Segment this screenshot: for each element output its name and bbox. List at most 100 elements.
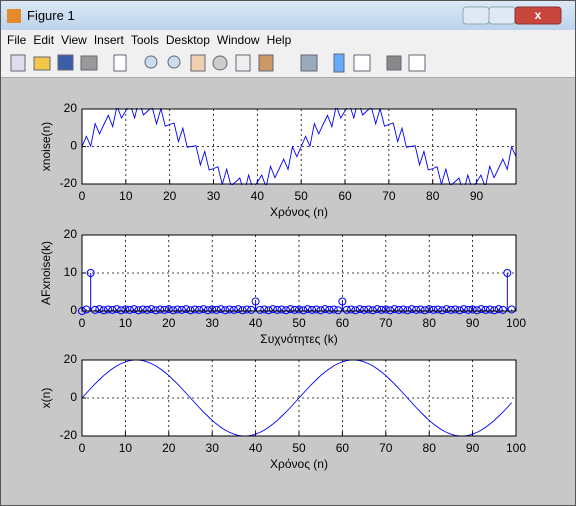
y-tick-label: 0 — [70, 303, 77, 317]
data-line — [82, 359, 512, 437]
stem-marker — [420, 306, 429, 315]
stem-marker — [472, 306, 481, 315]
stem-marker — [203, 306, 212, 315]
stem-marker — [190, 305, 199, 314]
stem-marker — [295, 305, 303, 314]
stem-marker — [329, 305, 338, 314]
stem-marker — [199, 305, 208, 314]
stem-marker — [91, 305, 100, 314]
stem-marker — [403, 306, 412, 315]
stem-marker — [290, 305, 299, 314]
x-tick-label: 60 — [336, 316, 350, 330]
menu-item[interactable]: File — [7, 32, 27, 47]
stem-marker — [234, 305, 243, 314]
x-tick-label: 40 — [249, 316, 263, 330]
y-tick-label: -20 — [60, 428, 78, 442]
stem-marker — [351, 306, 360, 315]
stem-marker — [99, 306, 108, 315]
stem-marker — [373, 305, 382, 314]
stem-marker — [229, 305, 238, 314]
axes-box — [81, 359, 517, 437]
stem-marker — [503, 269, 512, 277]
x-tick-label: 70 — [382, 189, 396, 203]
stem-marker — [425, 305, 434, 314]
x-tick-label: 50 — [292, 316, 306, 330]
stem-marker — [494, 305, 503, 314]
y-tick-label: 20 — [64, 227, 78, 241]
stem-marker — [299, 306, 308, 315]
x-axis-label: Χρόνος (n) — [270, 205, 328, 219]
stem-marker — [164, 305, 173, 314]
menu-item[interactable]: Desktop — [165, 32, 210, 47]
stem-marker — [286, 305, 295, 314]
x-tick-label: 60 — [336, 441, 350, 455]
title-bar: Figure 1 x — [1, 1, 575, 30]
stem-marker — [312, 305, 321, 314]
axes-box — [81, 108, 517, 185]
stem-marker — [212, 305, 221, 314]
window-controls[interactable]: x — [461, 5, 571, 27]
app-icon — [7, 8, 21, 23]
stem-marker — [281, 306, 290, 315]
stem-marker — [238, 306, 247, 315]
stem-marker — [325, 305, 334, 314]
stem-marker — [95, 305, 104, 314]
menu-item[interactable]: Help — [266, 32, 292, 47]
stem-marker — [147, 305, 156, 314]
stem-marker — [177, 305, 186, 314]
stem-marker — [490, 306, 499, 315]
menu-item[interactable]: Insert — [93, 32, 124, 47]
stem-marker — [368, 306, 377, 315]
stem-marker — [225, 305, 234, 314]
stem-marker — [169, 306, 178, 315]
stem-marker — [464, 305, 473, 314]
stem-marker — [264, 306, 273, 315]
menu-item[interactable]: Tools — [130, 32, 159, 47]
menu-item[interactable]: Edit — [33, 32, 55, 47]
y-tick-label: 10 — [64, 265, 78, 279]
stem-marker — [355, 305, 364, 314]
stem-marker — [377, 305, 386, 314]
stem-marker — [507, 305, 516, 314]
x-tick-label: 10 — [119, 316, 133, 330]
x-tick-label: 10 — [119, 189, 133, 203]
stem-marker — [442, 305, 451, 314]
stem-marker — [360, 305, 369, 314]
menu-bar: File Edit View Insert Tools Desktop Window Help — [1, 30, 575, 49]
stem-marker — [108, 305, 117, 314]
stem-marker — [277, 305, 286, 314]
stem-marker — [186, 306, 195, 315]
x-tick-label: 90 — [466, 316, 480, 330]
stem-marker — [477, 305, 486, 314]
stem-marker — [481, 305, 490, 314]
x-tick-label: 0 — [79, 316, 86, 330]
stem-marker — [134, 306, 143, 315]
stem-marker — [121, 305, 130, 314]
menu-item[interactable]: View — [61, 32, 87, 47]
x-tick-label: 70 — [379, 441, 393, 455]
stem-marker — [143, 305, 152, 314]
stem-marker — [429, 305, 438, 314]
y-axis-label: AFxnoise(k) — [39, 241, 53, 305]
stem-marker — [247, 305, 256, 314]
stem-marker — [459, 305, 468, 314]
x-tick-label: 100 — [506, 316, 526, 330]
stem-marker — [338, 297, 347, 306]
stem-marker — [498, 305, 507, 314]
toolbar-icons[interactable] — [1, 49, 441, 77]
svg-text:x: x — [535, 8, 542, 22]
axes-box — [81, 234, 517, 312]
stem-marker — [156, 305, 165, 314]
stem-marker — [308, 305, 317, 314]
stem-marker — [151, 306, 160, 315]
data-layer — [82, 108, 516, 185]
menu-item[interactable]: Window — [216, 32, 260, 47]
stem-marker — [399, 305, 408, 314]
stem-marker — [112, 305, 121, 314]
stem-marker — [138, 305, 147, 314]
x-tick-label: 20 — [163, 189, 177, 203]
data-line — [82, 108, 516, 185]
